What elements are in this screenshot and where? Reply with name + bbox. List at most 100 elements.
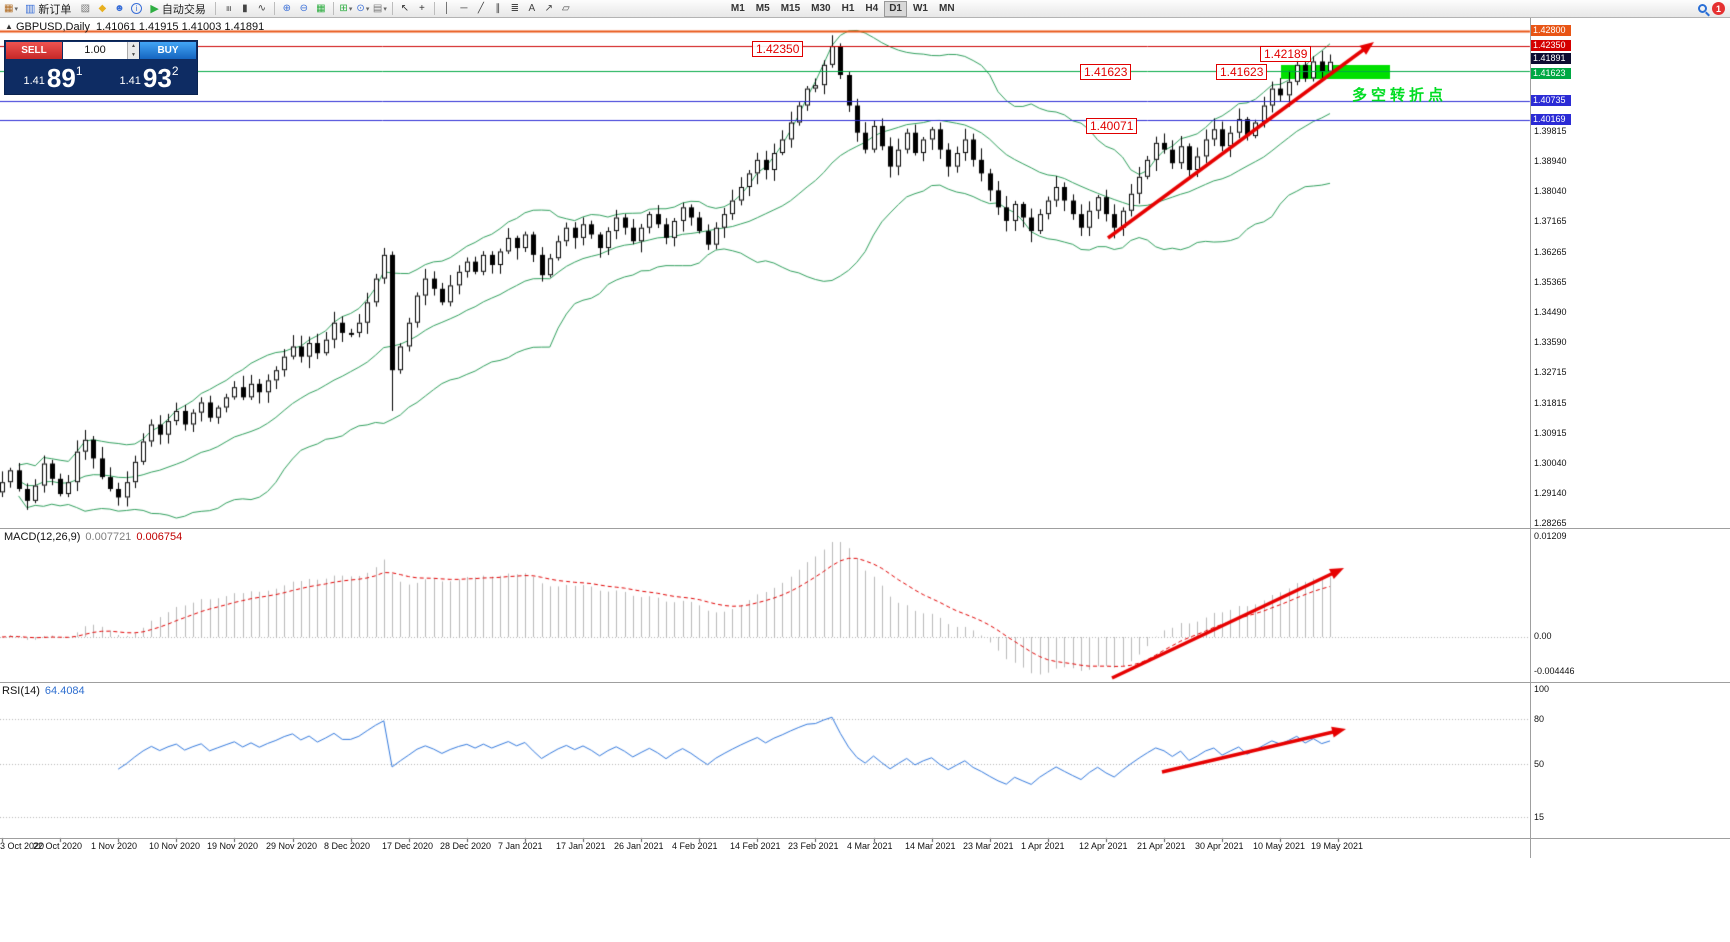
- new-order-button[interactable]: ▥ 新订单: [20, 1, 76, 17]
- toolbar-separator: [214, 2, 216, 15]
- collapse-panel-arrow[interactable]: ▲: [5, 22, 13, 31]
- date-label: 14 Feb 2021: [730, 841, 781, 851]
- new-order-icon: ▥: [25, 3, 36, 15]
- volume-stepper: ▲ ▼: [127, 42, 139, 59]
- price-callout[interactable]: 1.41623: [1216, 64, 1268, 80]
- add-indicator-icon[interactable]: ⊞ ▾: [338, 1, 354, 16]
- date-label: 19 May 2021: [1311, 841, 1364, 851]
- sell-price-base: 1.41: [23, 75, 45, 87]
- macd-axis-label: -0.004446: [1534, 666, 1575, 676]
- arrows-tool-icon-glyph: ↗: [544, 3, 554, 14]
- timeframe-button-MN[interactable]: MN: [938, 2, 955, 14]
- toolbar-separator: [332, 2, 334, 15]
- volume-value[interactable]: 1.00: [84, 44, 106, 56]
- bull-bear-turning-point-label[interactable]: 多空转折点: [1352, 87, 1448, 104]
- rsi-axis-label: 50: [1534, 759, 1545, 769]
- fibonacci-tool-icon-glyph: ≣: [510, 3, 520, 14]
- date-label: 23 Mar 2021: [963, 841, 1014, 851]
- timeframe-button-M5[interactable]: M5: [755, 2, 770, 14]
- metaeditor-icon[interactable]: ◆: [94, 1, 110, 16]
- vertical-line-tool-icon[interactable]: │: [439, 1, 455, 16]
- timeframe-button-W1[interactable]: W1: [912, 2, 928, 14]
- horizontal-line-tool-icon[interactable]: ─: [456, 1, 472, 16]
- new-chart-window-icon[interactable]: ▦ ▾: [3, 1, 19, 16]
- date-label: 17 Jan 2021: [556, 841, 606, 851]
- notification-badge[interactable]: 1: [1712, 2, 1725, 15]
- accounts-icon[interactable]: ☻: [111, 1, 127, 16]
- price-axis-tag: 1.42800: [1531, 25, 1571, 36]
- rsi-name: RSI(14): [2, 685, 40, 697]
- rsi-value: 64.4084: [44, 685, 85, 697]
- crosshair-icon[interactable]: +: [414, 1, 430, 16]
- ohlc-values: 1.41061 1.41915 1.41003 1.41891: [95, 21, 265, 33]
- tile-windows-icon[interactable]: ▦: [313, 1, 329, 16]
- date-label: 28 Dec 2020: [440, 841, 492, 851]
- buy-button[interactable]: BUY: [140, 42, 196, 59]
- price-axis-label: 1.32715: [1534, 367, 1567, 377]
- help-icon[interactable]: i: [128, 1, 144, 16]
- line-chart-mode-icon[interactable]: ∿: [254, 1, 270, 16]
- zoom-out-icon[interactable]: ⊖: [296, 1, 312, 16]
- channel-tool-icon[interactable]: ∥: [490, 1, 506, 16]
- rsi-axis-label: 100: [1534, 684, 1550, 694]
- text-tool-icon[interactable]: A: [524, 1, 540, 16]
- sell-button[interactable]: SELL: [6, 42, 62, 59]
- horizontal-line-tool-icon-glyph: ─: [460, 3, 468, 14]
- channel-tool-icon-glyph: ∥: [495, 3, 501, 14]
- price-axis-label: 1.30915: [1534, 428, 1567, 438]
- timeframe-button-M15[interactable]: M15: [780, 2, 801, 14]
- vertical-line-tool-icon-glyph: │: [443, 3, 450, 14]
- price-axis-line: [1530, 18, 1531, 858]
- date-label: 21 Apr 2021: [1137, 841, 1186, 851]
- price-callout[interactable]: 1.42189: [1260, 46, 1312, 62]
- date-label: 17 Dec 2020: [382, 841, 434, 851]
- price-callout[interactable]: 1.40071: [1086, 118, 1138, 134]
- timeframe-button-M30[interactable]: M30: [811, 2, 831, 14]
- fibonacci-tool-icon[interactable]: ≣: [507, 1, 523, 16]
- search-icon[interactable]: [1698, 4, 1707, 13]
- timeframe-button-M1[interactable]: M1: [730, 2, 745, 14]
- timeframe-button-H4[interactable]: H4: [865, 2, 879, 14]
- cursor-icon[interactable]: ↖: [397, 1, 413, 16]
- new-order-button-label: 新订单: [38, 3, 72, 16]
- shapes-tool-icon-glyph: ▱: [562, 3, 570, 14]
- macd-name: MACD(12,26,9): [4, 531, 81, 543]
- zoom-in-icon[interactable]: ⊕: [279, 1, 295, 16]
- metaeditor-icon-glyph: ◆: [98, 3, 107, 14]
- autotrading-button[interactable]: ▶ 自动交易: [145, 1, 210, 17]
- date-label: 3 Oct 2020: [0, 841, 45, 851]
- shapes-tool-icon[interactable]: ▱: [558, 1, 574, 16]
- macd-indicator-label: MACD(12,26,9) 0.007721 0.006754: [4, 531, 182, 543]
- timeframe-button-D1[interactable]: D1: [884, 0, 907, 17]
- panel-separator-rsi[interactable]: [0, 682, 1730, 683]
- price-axis-label: 1.28265: [1534, 518, 1567, 528]
- accounts-icon-glyph: ☻: [114, 3, 125, 14]
- bar-chart-mode-icon[interactable]: ≡: [220, 1, 236, 16]
- chart-profiles-icon[interactable]: ▧: [77, 1, 93, 16]
- period-icon[interactable]: ⊙ ▾: [355, 1, 371, 16]
- date-label: 10 May 2021: [1253, 841, 1306, 851]
- autotrading-play-icon: ▶: [150, 3, 159, 15]
- panel-separator-macd[interactable]: [0, 528, 1730, 529]
- chart-profiles-icon-glyph: ▧: [80, 3, 91, 14]
- date-label: 29 Nov 2020: [266, 841, 318, 851]
- price-callout[interactable]: 1.41623: [1080, 64, 1132, 80]
- toolbar-separator: [391, 2, 393, 15]
- arrows-tool-icon[interactable]: ↗: [541, 1, 557, 16]
- candlestick-mode-icon[interactable]: ▮: [237, 1, 253, 16]
- price-callout[interactable]: 1.42350: [752, 41, 804, 57]
- template-icon[interactable]: ▤ ▾: [372, 1, 388, 16]
- trendline-tool-icon[interactable]: ╱: [473, 1, 489, 16]
- timeframe-button-H1[interactable]: H1: [841, 2, 855, 14]
- volume-down-button[interactable]: ▼: [128, 50, 139, 59]
- rsi-axis-label: 80: [1534, 714, 1545, 724]
- price-axis-label: 1.36265: [1534, 247, 1567, 257]
- volume-up-button[interactable]: ▲: [128, 42, 139, 51]
- toolbar-right: 1: [1698, 2, 1725, 15]
- rsi-indicator-label: RSI(14) 64.4084: [2, 685, 85, 697]
- date-label: 7 Jan 2021: [498, 841, 543, 851]
- sell-price: 1.41 89 1: [5, 60, 101, 93]
- price-axis-tag: 1.40735: [1531, 95, 1571, 106]
- volume-input[interactable]: 1.00 ▲ ▼: [63, 42, 139, 59]
